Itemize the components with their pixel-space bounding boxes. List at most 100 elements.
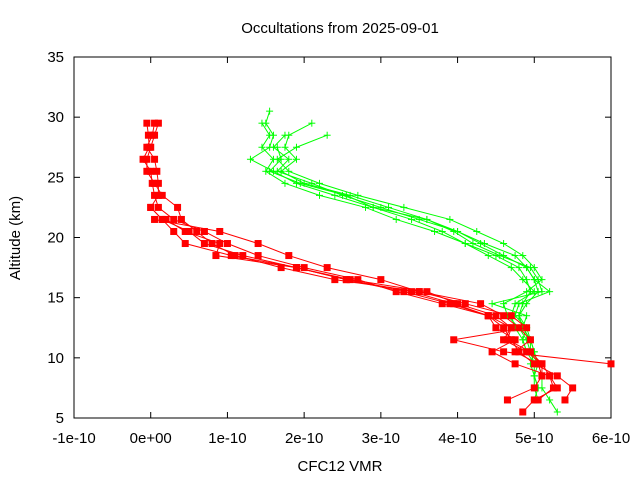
green-data-point	[534, 276, 542, 284]
red-data-point	[216, 240, 224, 248]
green-data-point	[473, 227, 481, 235]
green-data-point	[308, 179, 316, 187]
red-data-point	[139, 155, 147, 163]
red-data-point	[323, 264, 331, 272]
red-data-point	[423, 288, 431, 296]
red-data-point	[174, 203, 182, 211]
red-data-point	[216, 227, 224, 235]
red-data-point	[147, 167, 155, 175]
green-series-group	[246, 107, 561, 416]
red-data-point	[450, 300, 458, 308]
green-data-point	[315, 179, 323, 187]
red-data-point	[147, 203, 155, 211]
red-data-point	[507, 312, 515, 320]
green-data-point	[515, 264, 523, 272]
red-data-point	[158, 215, 166, 223]
red-data-point	[553, 372, 561, 380]
x-axis-label: CFC12 VMR	[297, 458, 382, 475]
red-data-point	[147, 143, 155, 151]
green-data-point	[296, 179, 304, 187]
x-axis-ticks: -1e-10 0e+00 1e-10 2e-10 3e-10 4e-10 5e-10 6e-1…	[52, 57, 630, 447]
red-data-point	[415, 288, 423, 296]
red-data-point	[292, 264, 300, 272]
red-data-point	[231, 252, 239, 260]
red-data-point	[331, 276, 339, 284]
red-data-point	[170, 215, 178, 223]
red-data-point	[438, 300, 446, 308]
green-data-point	[246, 155, 254, 163]
green-data-point	[450, 227, 458, 235]
red-data-point	[507, 336, 515, 344]
red-data-point	[526, 348, 534, 356]
red-data-point	[461, 300, 469, 308]
red-data-point	[151, 215, 159, 223]
x-tick-label: 1e-10	[208, 430, 246, 447]
red-data-point	[500, 324, 508, 332]
red-data-point	[488, 348, 496, 356]
green-data-point	[292, 155, 300, 163]
red-data-point	[151, 191, 159, 199]
red-data-point	[503, 336, 511, 344]
red-data-point	[503, 396, 511, 404]
x-tick-label: 2e-10	[285, 430, 323, 447]
red-data-point	[500, 348, 508, 356]
y-tick-label: 35	[47, 49, 64, 66]
green-data-point	[519, 276, 527, 284]
red-data-point	[523, 324, 531, 332]
green-data-point	[266, 167, 274, 175]
red-data-point	[500, 336, 508, 344]
green-data-point	[331, 191, 339, 199]
red-data-point	[450, 336, 458, 344]
red-data-point	[446, 300, 454, 308]
green-data-point	[423, 215, 431, 223]
red-data-point	[400, 288, 408, 296]
y-tick-label: 25	[47, 169, 64, 186]
green-data-point	[415, 215, 423, 223]
red-data-point	[538, 372, 546, 380]
green-data-point	[323, 131, 331, 139]
green-data-point	[285, 155, 293, 163]
red-data-point	[154, 119, 162, 127]
green-series-line	[276, 134, 543, 401]
red-data-point	[177, 215, 185, 223]
red-data-point	[285, 252, 293, 260]
green-data-point	[431, 227, 439, 235]
red-data-point	[530, 360, 538, 368]
red-data-point	[492, 312, 500, 320]
red-data-point	[546, 372, 554, 380]
green-data-point	[281, 131, 289, 139]
x-tick-label: -1e-10	[52, 430, 95, 447]
red-data-point	[223, 240, 231, 248]
y-axis-label: Altitude (km)	[7, 196, 24, 280]
red-data-point	[162, 215, 170, 223]
chart-title: Occultations from 2025-09-01	[241, 20, 439, 37]
red-data-point	[530, 396, 538, 404]
red-data-point	[354, 276, 362, 284]
y-tick-label: 30	[47, 109, 64, 126]
red-data-point	[239, 252, 247, 260]
red-data-point	[511, 348, 519, 356]
red-data-point	[500, 312, 508, 320]
green-data-point	[538, 288, 546, 296]
green-data-point	[342, 191, 350, 199]
green-data-point	[515, 300, 523, 308]
red-data-point	[193, 227, 201, 235]
x-tick-label: 5e-10	[515, 430, 553, 447]
green-data-point	[523, 288, 531, 296]
red-data-point	[227, 252, 235, 260]
red-data-point	[530, 384, 538, 392]
green-data-point	[258, 143, 266, 151]
red-data-point	[151, 155, 159, 163]
y-tick-label: 20	[47, 230, 64, 247]
green-data-point	[400, 203, 408, 211]
green-data-point	[519, 336, 527, 344]
red-data-point	[154, 203, 162, 211]
green-data-point	[469, 240, 477, 248]
red-data-point	[342, 276, 350, 284]
red-data-point	[561, 396, 569, 404]
red-data-point	[181, 227, 189, 235]
green-data-point	[480, 240, 488, 248]
red-data-point	[515, 324, 523, 332]
